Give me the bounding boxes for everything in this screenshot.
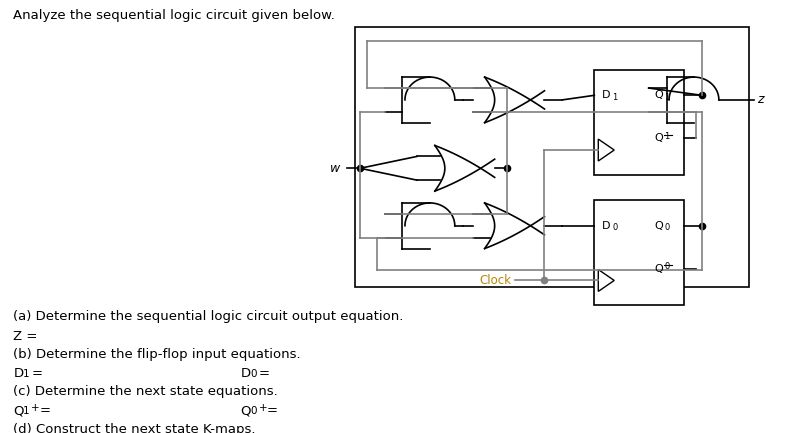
Text: (d) Construct the next state K-maps.: (d) Construct the next state K-maps. xyxy=(13,423,255,433)
Text: Q: Q xyxy=(654,90,663,100)
Text: 1: 1 xyxy=(664,93,669,102)
Text: Analyze the sequential logic circuit given below.: Analyze the sequential logic circuit giv… xyxy=(13,9,335,22)
Text: +: + xyxy=(259,403,267,413)
Text: Clock: Clock xyxy=(479,274,512,287)
Text: Q: Q xyxy=(654,264,663,274)
Text: (a) Determine the sequential logic circuit output equation.: (a) Determine the sequential logic circu… xyxy=(13,310,403,323)
Text: D: D xyxy=(240,367,251,380)
Bar xyxy=(355,27,749,287)
Text: Q: Q xyxy=(240,404,251,417)
Text: Z =: Z = xyxy=(13,330,38,343)
Text: =: = xyxy=(40,404,51,417)
Text: 0: 0 xyxy=(664,262,669,271)
Text: z: z xyxy=(757,94,763,107)
Text: 1: 1 xyxy=(23,369,30,379)
Text: Q: Q xyxy=(654,221,663,231)
Text: 1: 1 xyxy=(612,93,618,102)
Bar xyxy=(594,70,684,174)
Text: Q: Q xyxy=(13,404,24,417)
Text: 0: 0 xyxy=(612,223,618,232)
Text: 0: 0 xyxy=(251,369,257,379)
Text: 0: 0 xyxy=(664,223,669,232)
Text: 1: 1 xyxy=(23,406,30,416)
Text: D: D xyxy=(602,90,611,100)
Bar xyxy=(594,200,684,305)
Text: D: D xyxy=(602,221,611,231)
Text: =: = xyxy=(32,367,42,380)
Text: (b) Determine the flip-flop input equations.: (b) Determine the flip-flop input equati… xyxy=(13,348,301,361)
Text: +: + xyxy=(32,403,40,413)
Text: D: D xyxy=(13,367,24,380)
Text: 0: 0 xyxy=(251,406,257,416)
Text: (c) Determine the next state equations.: (c) Determine the next state equations. xyxy=(13,385,278,398)
Text: =: = xyxy=(259,367,270,380)
Text: 1: 1 xyxy=(664,132,669,141)
Text: w: w xyxy=(330,162,340,175)
Text: Q: Q xyxy=(654,133,663,143)
Text: =: = xyxy=(267,404,278,417)
